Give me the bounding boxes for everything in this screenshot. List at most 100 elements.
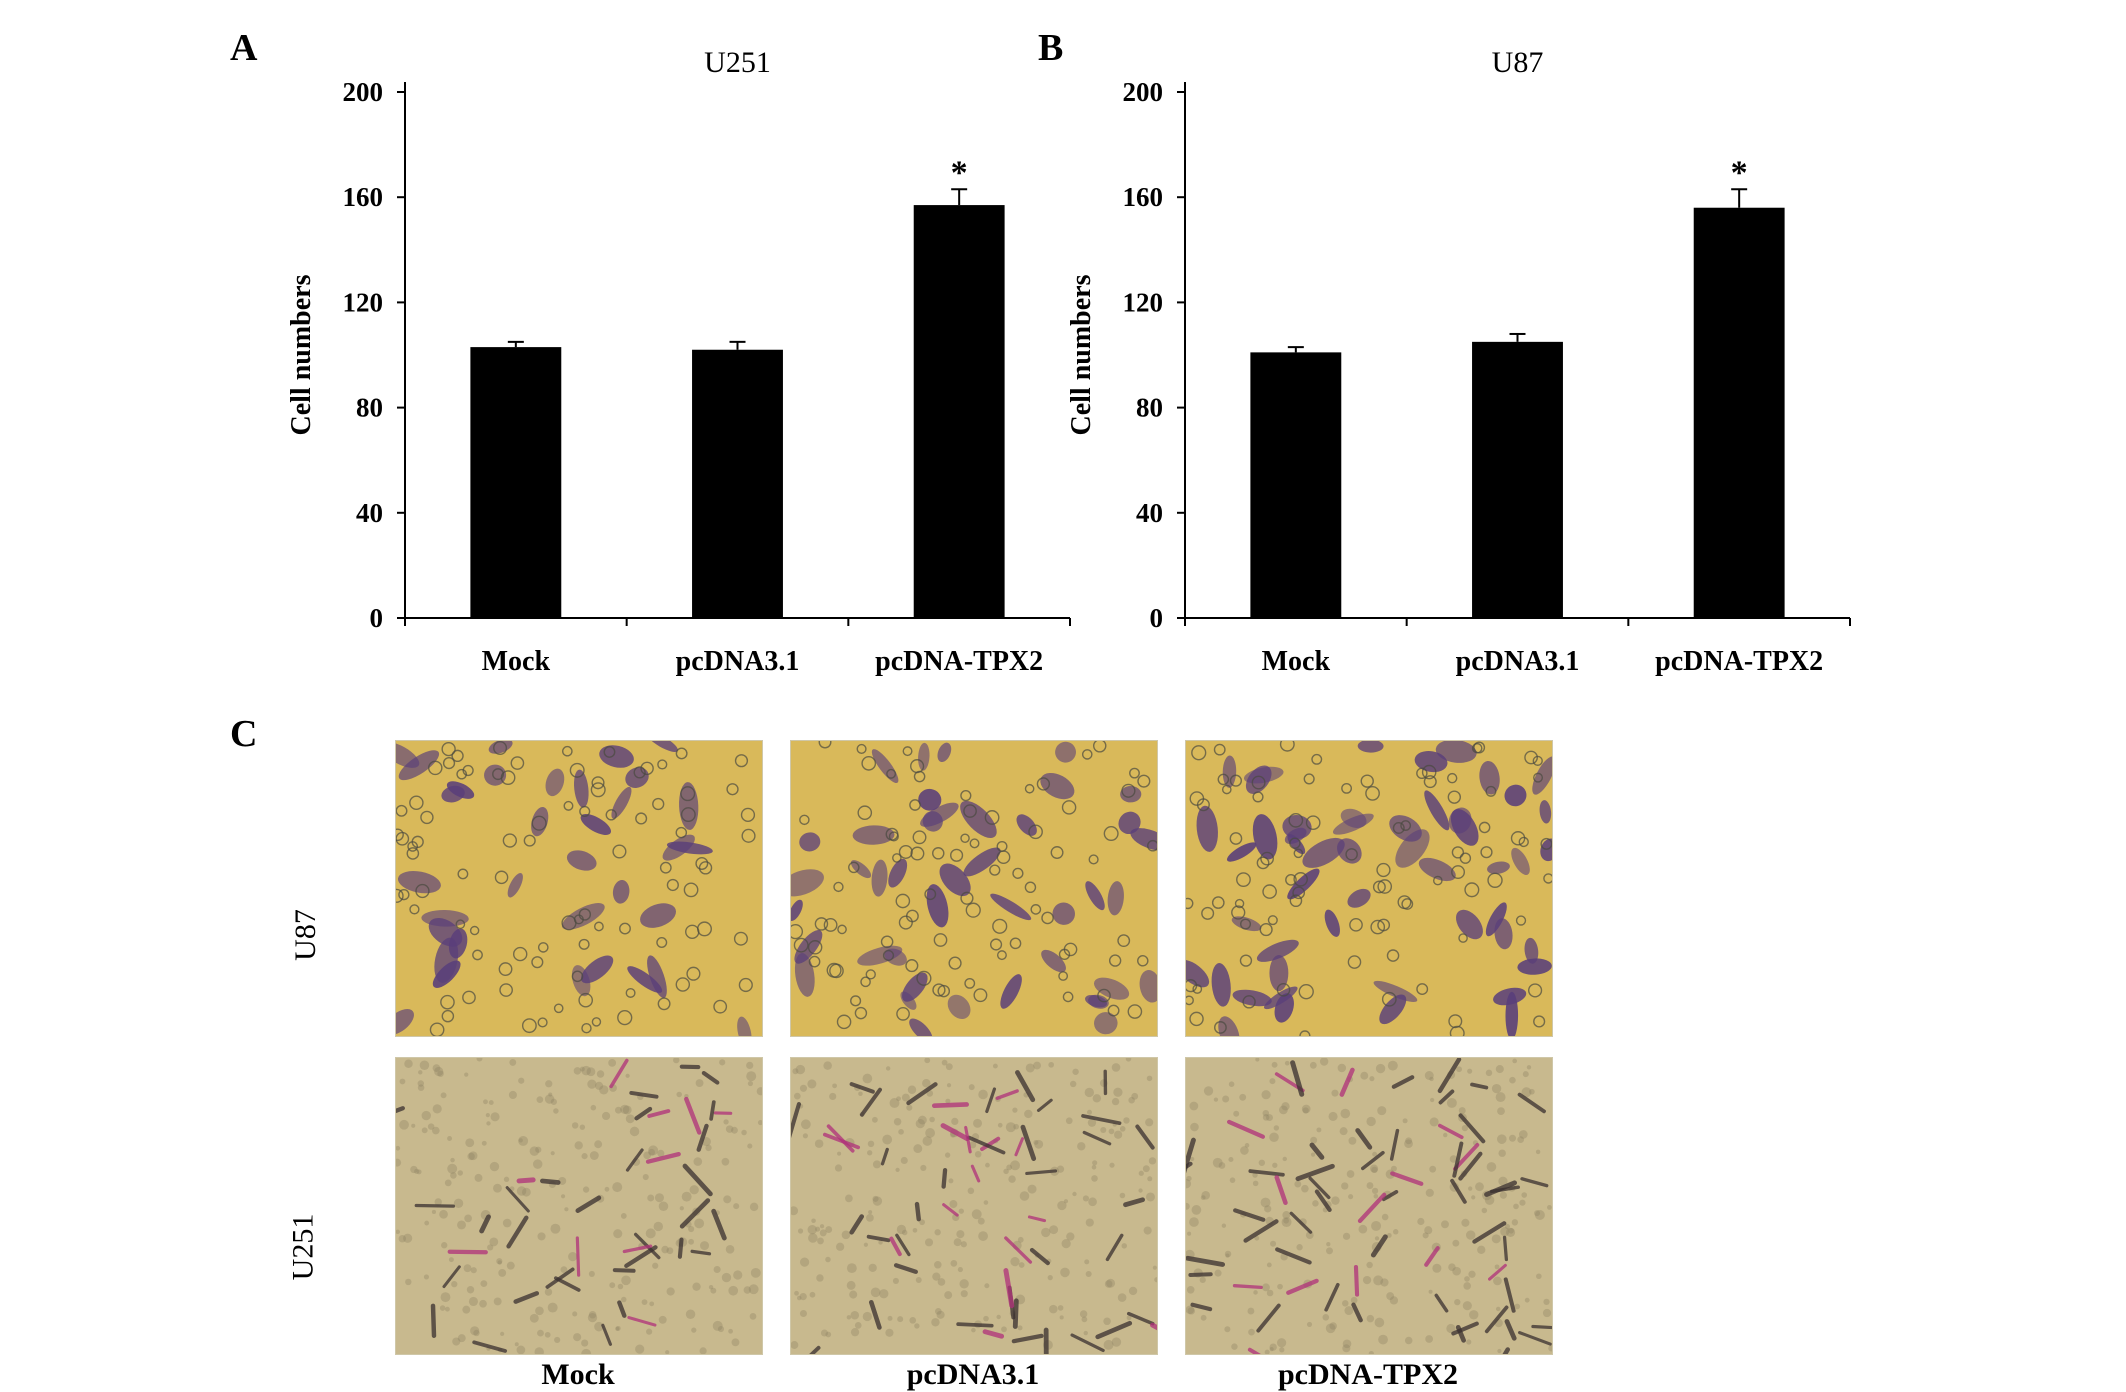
membrane-texture <box>1091 1175 1098 1182</box>
membrane-texture <box>1189 1102 1198 1111</box>
membrane-texture <box>1147 1176 1152 1181</box>
membrane-texture <box>1224 1326 1230 1332</box>
membrane-texture <box>518 1078 524 1084</box>
membrane-texture <box>1253 1181 1259 1187</box>
membrane-texture <box>803 1133 808 1138</box>
significance-marker: * <box>951 154 968 191</box>
membrane-texture <box>504 1177 509 1182</box>
membrane-texture <box>1245 1143 1250 1148</box>
membrane-texture <box>551 1099 557 1105</box>
membrane-texture <box>1366 1117 1375 1126</box>
membrane-texture <box>1375 1236 1379 1240</box>
membrane-texture <box>718 1326 724 1332</box>
membrane-texture <box>1310 1137 1317 1144</box>
membrane-texture <box>551 1151 555 1155</box>
membrane-texture <box>1201 1191 1210 1200</box>
membrane-texture <box>946 1063 953 1070</box>
membrane-texture <box>399 1235 406 1242</box>
membrane-texture <box>1272 1062 1278 1068</box>
membrane-texture <box>1259 1160 1265 1166</box>
membrane-texture <box>553 1108 558 1113</box>
y-axis-label: Cell numbers <box>286 274 317 435</box>
y-tick-label: 120 <box>343 287 384 317</box>
stained-cell <box>433 1306 434 1336</box>
membrane-texture <box>947 1083 951 1087</box>
x-tick-label: Mock <box>1262 646 1331 677</box>
membrane-texture <box>550 1224 560 1234</box>
membrane-texture <box>797 1296 802 1301</box>
membrane-texture <box>597 1070 604 1077</box>
membrane-texture <box>1001 1326 1007 1332</box>
membrane-texture <box>1222 1096 1229 1103</box>
membrane-texture <box>498 1269 506 1277</box>
membrane-texture <box>705 1145 711 1151</box>
membrane-texture <box>1093 1094 1101 1102</box>
membrane-texture <box>855 1322 862 1329</box>
membrane-texture <box>647 1195 654 1202</box>
stained-cell <box>542 1181 558 1183</box>
membrane-texture <box>728 1286 738 1296</box>
membrane-texture <box>886 1066 890 1070</box>
membrane-texture <box>801 1119 811 1129</box>
membrane-texture <box>1497 1107 1505 1115</box>
membrane-texture <box>1371 1167 1377 1173</box>
membrane-texture <box>480 1280 487 1287</box>
membrane-texture <box>1087 1110 1092 1115</box>
membrane-texture <box>908 1086 916 1094</box>
membrane-texture <box>581 1153 587 1159</box>
membrane-texture <box>1496 1092 1506 1102</box>
membrane-texture <box>820 1229 827 1236</box>
membrane-texture <box>464 1264 472 1272</box>
membrane-texture <box>1070 1081 1076 1087</box>
membrane-texture <box>545 1332 551 1338</box>
membrane-texture <box>451 1281 457 1287</box>
membrane-texture <box>1342 1344 1350 1352</box>
membrane-texture <box>894 1118 902 1126</box>
membrane-texture <box>961 1241 967 1247</box>
membrane-texture <box>895 1168 899 1172</box>
membrane-texture <box>609 1282 615 1288</box>
membrane-texture <box>1373 1275 1383 1285</box>
membrane-texture <box>741 1130 746 1135</box>
chart-title: U87 <box>1492 46 1544 79</box>
membrane-texture <box>1492 1234 1501 1243</box>
membrane-texture <box>489 1100 494 1105</box>
membrane-texture <box>1109 1129 1115 1135</box>
membrane-texture <box>1186 1176 1191 1181</box>
membrane-texture <box>537 1330 544 1337</box>
membrane-texture <box>732 1338 740 1346</box>
membrane-texture <box>441 1242 447 1248</box>
membrane-texture <box>652 1263 658 1269</box>
membrane-texture <box>1363 1276 1371 1284</box>
membrane-texture <box>449 1257 454 1262</box>
membrane-texture <box>714 1266 721 1273</box>
membrane-texture <box>882 1135 892 1145</box>
membrane-texture <box>573 1333 581 1341</box>
stained-cell <box>1190 1274 1210 1275</box>
membrane-texture <box>458 1170 463 1175</box>
membrane-texture <box>1019 1262 1025 1268</box>
bar-pcdna3-1 <box>1472 342 1563 618</box>
membrane-texture <box>1382 1214 1389 1221</box>
membrane-texture <box>590 1151 599 1160</box>
membrane-texture <box>847 1315 851 1319</box>
membrane-texture <box>920 1165 926 1171</box>
membrane-texture <box>968 1188 975 1195</box>
membrane-texture <box>548 1093 552 1097</box>
membrane-texture <box>954 1238 962 1246</box>
membrane-texture <box>1443 1133 1447 1137</box>
membrane-texture <box>424 1221 429 1226</box>
membrane-texture <box>897 1316 903 1322</box>
membrane-texture <box>934 1229 940 1235</box>
membrane-texture <box>432 1210 436 1214</box>
membrane-texture <box>1471 1195 1475 1199</box>
membrane-texture <box>858 1091 863 1096</box>
membrane-texture <box>519 1138 523 1142</box>
membrane-texture <box>1468 1186 1472 1190</box>
membrane-texture <box>1466 1339 1471 1344</box>
membrane-texture <box>748 1081 753 1086</box>
membrane-texture <box>888 1316 893 1321</box>
membrane-texture <box>872 1117 878 1123</box>
membrane-texture <box>868 1210 872 1214</box>
membrane-texture <box>1103 1318 1111 1326</box>
